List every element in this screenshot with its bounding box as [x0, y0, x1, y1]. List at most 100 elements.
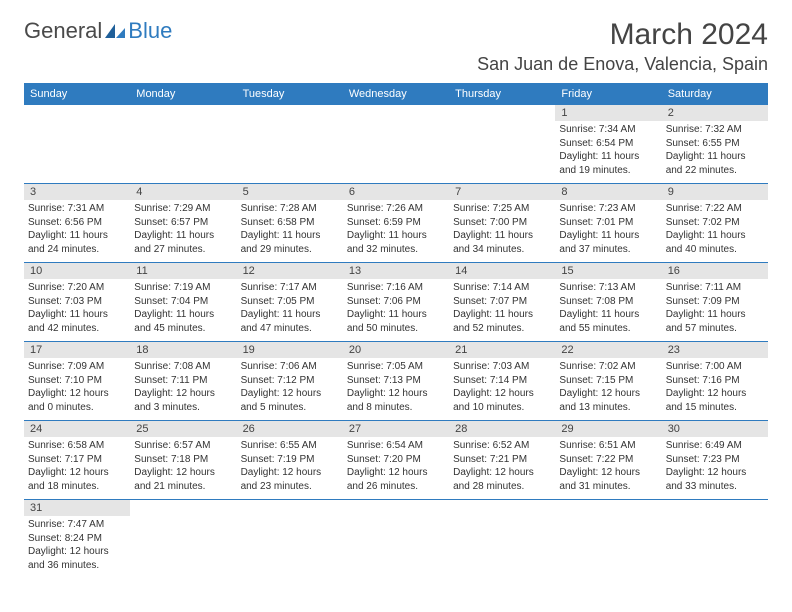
day-details: Sunrise: 7:00 AMSunset: 7:16 PMDaylight:…: [666, 360, 764, 414]
day-number: 22: [555, 342, 661, 359]
detail-line: and 50 minutes.: [347, 322, 445, 336]
day-number-row: 24252627282930: [24, 421, 768, 438]
blank-cell: [343, 121, 449, 184]
detail-line: and 26 minutes.: [347, 480, 445, 494]
day-number: 10: [24, 263, 130, 280]
day-number: 12: [237, 263, 343, 280]
day-details: Sunrise: 7:16 AMSunset: 7:06 PMDaylight:…: [347, 281, 445, 335]
detail-line: Sunset: 7:13 PM: [347, 374, 445, 388]
detail-line: Sunset: 7:00 PM: [453, 216, 551, 230]
day-cell: Sunrise: 7:13 AMSunset: 7:08 PMDaylight:…: [555, 279, 661, 342]
detail-line: Sunset: 7:07 PM: [453, 295, 551, 309]
day-number: 13: [343, 263, 449, 280]
detail-line: and 23 minutes.: [241, 480, 339, 494]
day-cell: Sunrise: 6:52 AMSunset: 7:21 PMDaylight:…: [449, 437, 555, 500]
day-cell: Sunrise: 6:54 AMSunset: 7:20 PMDaylight:…: [343, 437, 449, 500]
day-details: Sunrise: 7:34 AMSunset: 6:54 PMDaylight:…: [559, 123, 657, 177]
detail-line: and 57 minutes.: [666, 322, 764, 336]
detail-line: Sunrise: 7:03 AM: [453, 360, 551, 374]
day-cell: Sunrise: 7:23 AMSunset: 7:01 PMDaylight:…: [555, 200, 661, 263]
day-details: Sunrise: 7:47 AMSunset: 8:24 PMDaylight:…: [28, 518, 126, 572]
detail-line: Daylight: 12 hours: [559, 387, 657, 401]
detail-line: Sunrise: 7:05 AM: [347, 360, 445, 374]
day-cell: Sunrise: 7:20 AMSunset: 7:03 PMDaylight:…: [24, 279, 130, 342]
detail-line: Daylight: 12 hours: [347, 466, 445, 480]
detail-line: and 0 minutes.: [28, 401, 126, 415]
detail-line: Daylight: 12 hours: [453, 466, 551, 480]
detail-line: Sunset: 7:04 PM: [134, 295, 232, 309]
day-number: 1: [555, 105, 661, 121]
day-details: Sunrise: 7:29 AMSunset: 6:57 PMDaylight:…: [134, 202, 232, 256]
detail-line: Sunset: 7:09 PM: [666, 295, 764, 309]
day-details: Sunrise: 7:32 AMSunset: 6:55 PMDaylight:…: [666, 123, 764, 177]
week-row: Sunrise: 7:47 AMSunset: 8:24 PMDaylight:…: [24, 516, 768, 578]
day-cell: Sunrise: 7:25 AMSunset: 7:00 PMDaylight:…: [449, 200, 555, 263]
detail-line: Sunrise: 7:02 AM: [559, 360, 657, 374]
blank-cell: [130, 500, 236, 517]
detail-line: Daylight: 12 hours: [347, 387, 445, 401]
day-details: Sunrise: 7:11 AMSunset: 7:09 PMDaylight:…: [666, 281, 764, 335]
blank-cell: [24, 105, 130, 121]
day-number: 8: [555, 184, 661, 201]
day-number: 24: [24, 421, 130, 438]
detail-line: Sunrise: 7:34 AM: [559, 123, 657, 137]
day-number: 2: [662, 105, 768, 121]
day-details: Sunrise: 7:14 AMSunset: 7:07 PMDaylight:…: [453, 281, 551, 335]
detail-line: Daylight: 12 hours: [559, 466, 657, 480]
detail-line: and 24 minutes.: [28, 243, 126, 257]
detail-line: and 45 minutes.: [134, 322, 232, 336]
blank-cell: [662, 500, 768, 517]
detail-line: and 13 minutes.: [559, 401, 657, 415]
day-number: 27: [343, 421, 449, 438]
day-details: Sunrise: 7:02 AMSunset: 7:15 PMDaylight:…: [559, 360, 657, 414]
day-cell: Sunrise: 6:55 AMSunset: 7:19 PMDaylight:…: [237, 437, 343, 500]
detail-line: Sunrise: 6:58 AM: [28, 439, 126, 453]
day-number: 7: [449, 184, 555, 201]
day-cell: Sunrise: 7:28 AMSunset: 6:58 PMDaylight:…: [237, 200, 343, 263]
blank-cell: [343, 500, 449, 517]
day-details: Sunrise: 7:03 AMSunset: 7:14 PMDaylight:…: [453, 360, 551, 414]
day-details: Sunrise: 6:51 AMSunset: 7:22 PMDaylight:…: [559, 439, 657, 493]
detail-line: and 34 minutes.: [453, 243, 551, 257]
day-cell: Sunrise: 7:11 AMSunset: 7:09 PMDaylight:…: [662, 279, 768, 342]
day-number: 5: [237, 184, 343, 201]
detail-line: Sunrise: 7:11 AM: [666, 281, 764, 295]
day-cell: Sunrise: 6:51 AMSunset: 7:22 PMDaylight:…: [555, 437, 661, 500]
day-number: 28: [449, 421, 555, 438]
day-number: 15: [555, 263, 661, 280]
day-number: 3: [24, 184, 130, 201]
detail-line: Sunrise: 7:23 AM: [559, 202, 657, 216]
detail-line: Sunrise: 7:22 AM: [666, 202, 764, 216]
detail-line: Daylight: 12 hours: [134, 387, 232, 401]
blank-cell: [24, 121, 130, 184]
day-details: Sunrise: 7:22 AMSunset: 7:02 PMDaylight:…: [666, 202, 764, 256]
detail-line: Sunset: 6:58 PM: [241, 216, 339, 230]
day-cell: Sunrise: 7:08 AMSunset: 7:11 PMDaylight:…: [130, 358, 236, 421]
detail-line: Daylight: 11 hours: [241, 229, 339, 243]
day-number: 30: [662, 421, 768, 438]
blank-cell: [237, 105, 343, 121]
detail-line: Sunset: 7:21 PM: [453, 453, 551, 467]
day-cell: Sunrise: 7:32 AMSunset: 6:55 PMDaylight:…: [662, 121, 768, 184]
day-number: 4: [130, 184, 236, 201]
detail-line: and 3 minutes.: [134, 401, 232, 415]
detail-line: Sunset: 6:57 PM: [134, 216, 232, 230]
detail-line: Sunrise: 7:17 AM: [241, 281, 339, 295]
day-cell: Sunrise: 6:49 AMSunset: 7:23 PMDaylight:…: [662, 437, 768, 500]
detail-line: Sunset: 7:14 PM: [453, 374, 551, 388]
detail-line: Daylight: 12 hours: [666, 466, 764, 480]
weekday-header: Saturday: [662, 83, 768, 105]
detail-line: and 33 minutes.: [666, 480, 764, 494]
detail-line: Daylight: 12 hours: [666, 387, 764, 401]
detail-line: Sunset: 7:12 PM: [241, 374, 339, 388]
day-details: Sunrise: 7:08 AMSunset: 7:11 PMDaylight:…: [134, 360, 232, 414]
day-cell: Sunrise: 7:31 AMSunset: 6:56 PMDaylight:…: [24, 200, 130, 263]
detail-line: Sunset: 7:01 PM: [559, 216, 657, 230]
detail-line: Sunset: 7:06 PM: [347, 295, 445, 309]
detail-line: Sunrise: 6:57 AM: [134, 439, 232, 453]
day-cell: Sunrise: 7:19 AMSunset: 7:04 PMDaylight:…: [130, 279, 236, 342]
day-number-row: 10111213141516: [24, 263, 768, 280]
detail-line: and 15 minutes.: [666, 401, 764, 415]
detail-line: Daylight: 12 hours: [28, 387, 126, 401]
month-title: March 2024: [477, 18, 768, 52]
